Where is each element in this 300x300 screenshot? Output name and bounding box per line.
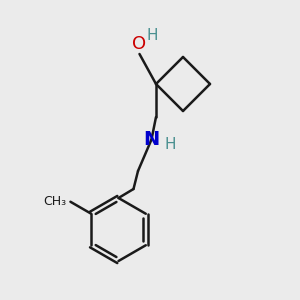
Text: N: N: [143, 130, 160, 149]
Text: CH₃: CH₃: [43, 195, 66, 208]
Text: H: H: [164, 136, 176, 152]
Text: H: H: [146, 28, 158, 43]
Text: O: O: [132, 34, 146, 52]
